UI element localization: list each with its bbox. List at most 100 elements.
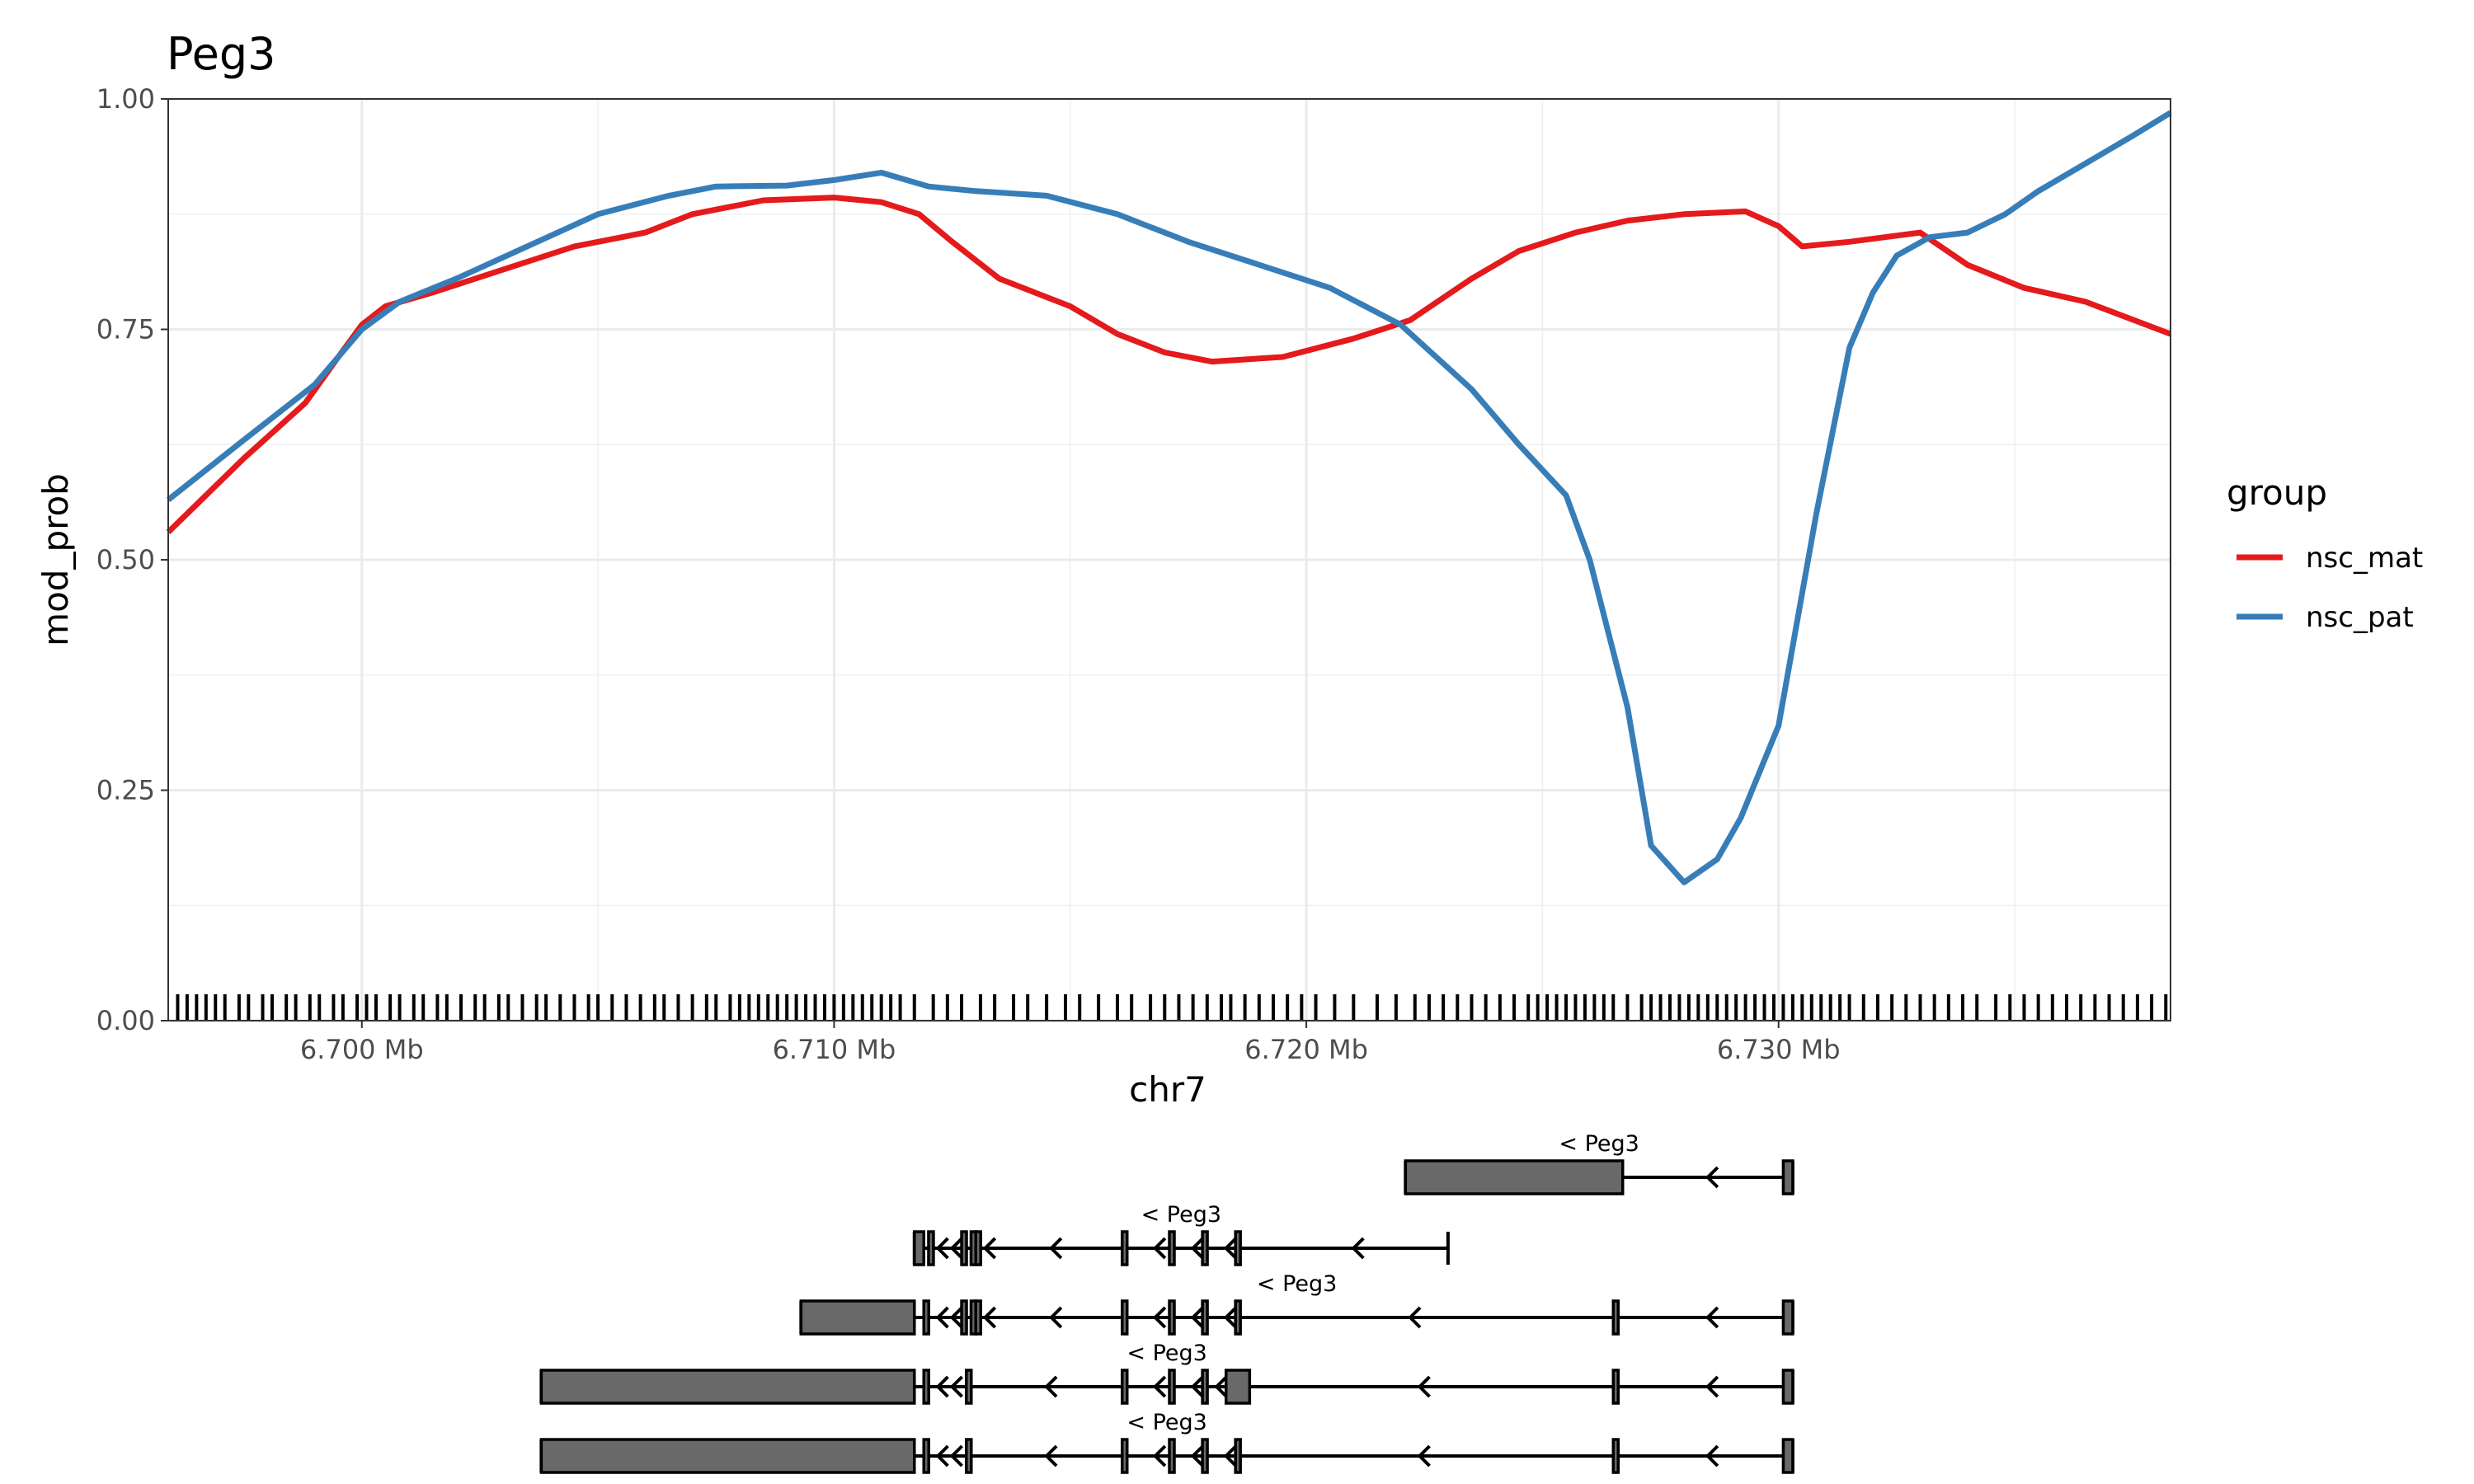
strand-arrow bbox=[935, 1444, 949, 1468]
exon-block bbox=[1120, 1369, 1129, 1405]
exon-block bbox=[1201, 1369, 1209, 1405]
gene-label: < Peg3 bbox=[1141, 1202, 1221, 1228]
exon-block bbox=[1224, 1369, 1252, 1405]
strand-arrow bbox=[1190, 1375, 1205, 1398]
exon-block bbox=[922, 1369, 930, 1405]
gene-label: < Peg3 bbox=[1257, 1271, 1337, 1297]
exon-block bbox=[1781, 1159, 1794, 1195]
exon-block bbox=[965, 1369, 973, 1405]
exon-block bbox=[1168, 1438, 1176, 1474]
strand-arrow bbox=[1190, 1306, 1205, 1329]
plot-panel bbox=[166, 97, 2172, 1022]
y-tick-label: 1.00 bbox=[96, 83, 155, 115]
strand-arrow bbox=[982, 1306, 997, 1329]
x-tick-label: 6.700 Mb bbox=[300, 1034, 424, 1065]
exon-block bbox=[1781, 1369, 1794, 1405]
exon-block bbox=[974, 1230, 982, 1266]
exon-block bbox=[1234, 1299, 1242, 1336]
exon-block bbox=[965, 1438, 973, 1474]
strand-arrow bbox=[1152, 1375, 1167, 1398]
exon-block bbox=[539, 1369, 916, 1405]
exon-block bbox=[1234, 1438, 1242, 1474]
y-tick-label: 0.00 bbox=[96, 1005, 155, 1036]
strand-arrow bbox=[949, 1237, 963, 1260]
exon-block bbox=[1611, 1369, 1620, 1405]
y-axis-title: mod_prob bbox=[35, 473, 76, 646]
series-line-nsc-mat bbox=[166, 195, 2172, 535]
exon-block bbox=[1611, 1438, 1620, 1474]
strand-arrow bbox=[1049, 1306, 1063, 1329]
strand-arrow bbox=[949, 1375, 963, 1398]
strand-arrow bbox=[1417, 1444, 1431, 1468]
exon-block bbox=[960, 1299, 968, 1336]
transcript-row: < Peg3 bbox=[539, 1410, 1794, 1474]
x-tick-label: 6.710 Mb bbox=[773, 1034, 896, 1065]
exon-block bbox=[1611, 1299, 1620, 1336]
exon-block bbox=[1168, 1230, 1176, 1266]
strand-arrow bbox=[1152, 1306, 1167, 1329]
exon-block bbox=[960, 1230, 968, 1266]
transcript-row: < Peg3 bbox=[1404, 1131, 1794, 1195]
y-axis: 0.00 0.25 0.50 0.75 1.00 bbox=[96, 83, 168, 1036]
strand-arrow bbox=[935, 1237, 949, 1260]
gene-label: < Peg3 bbox=[1126, 1341, 1206, 1366]
transcript-row: < Peg3 bbox=[799, 1271, 1794, 1336]
strand-arrow bbox=[949, 1306, 963, 1329]
strand-arrow bbox=[949, 1444, 963, 1468]
series-lines bbox=[166, 110, 2172, 885]
strand-arrow bbox=[1705, 1375, 1719, 1398]
y-tick-label: 0.25 bbox=[96, 775, 155, 806]
strand-arrow bbox=[1190, 1237, 1205, 1260]
grid-minor bbox=[168, 99, 2171, 1021]
strand-arrow bbox=[1705, 1444, 1719, 1468]
plot-title: Peg3 bbox=[167, 28, 276, 80]
strand-arrow bbox=[1044, 1444, 1058, 1468]
exon-block bbox=[927, 1230, 935, 1266]
exon-block bbox=[1404, 1159, 1625, 1195]
strand-arrow bbox=[1705, 1306, 1719, 1329]
strand-arrow bbox=[1223, 1306, 1238, 1329]
exon-block bbox=[1120, 1230, 1129, 1266]
strand-arrow bbox=[935, 1375, 949, 1398]
exon-block bbox=[1781, 1299, 1794, 1336]
strand-arrow bbox=[1223, 1444, 1238, 1468]
strand-arrow bbox=[982, 1237, 997, 1260]
exon-block bbox=[1201, 1230, 1209, 1266]
y-tick-label: 0.50 bbox=[96, 544, 155, 575]
x-tick-label: 6.720 Mb bbox=[1244, 1034, 1368, 1065]
exon-block bbox=[1168, 1369, 1176, 1405]
strand-arrow bbox=[1417, 1375, 1431, 1398]
gene-track: < Peg3 < Peg3 < Peg3 < Peg3 < Peg3 bbox=[539, 1131, 1794, 1474]
exon-block bbox=[922, 1299, 930, 1336]
rug-marks bbox=[176, 994, 2168, 1021]
strand-arrow bbox=[1049, 1237, 1063, 1260]
legend-label-nsc-mat: nsc_mat bbox=[2306, 542, 2423, 575]
exon-block bbox=[1120, 1438, 1129, 1474]
exon-block bbox=[1168, 1299, 1176, 1336]
strand-arrow bbox=[1214, 1375, 1228, 1398]
legend-label-nsc-pat: nsc_pat bbox=[2306, 601, 2414, 634]
exon-block bbox=[1120, 1299, 1129, 1336]
exon-block bbox=[1234, 1230, 1242, 1266]
gene-label: < Peg3 bbox=[1559, 1131, 1639, 1157]
strand-arrow bbox=[1152, 1237, 1167, 1260]
exon-block bbox=[922, 1438, 930, 1474]
strand-arrow bbox=[1408, 1306, 1422, 1329]
series-line-nsc-pat bbox=[166, 110, 2172, 885]
legend-title: group bbox=[2227, 472, 2327, 513]
strand-arrow bbox=[935, 1306, 949, 1329]
strand-arrow bbox=[1044, 1375, 1058, 1398]
exon-block bbox=[799, 1299, 916, 1336]
strand-arrow bbox=[1152, 1444, 1167, 1468]
strand-arrow bbox=[1190, 1444, 1205, 1468]
strand-arrow bbox=[1351, 1237, 1365, 1260]
exon-block bbox=[539, 1438, 916, 1474]
exon-block bbox=[1201, 1299, 1209, 1336]
transcript-row: < Peg3 bbox=[539, 1341, 1794, 1405]
x-axis: 6.700 Mb 6.710 Mb 6.720 Mb 6.730 Mb bbox=[300, 1021, 1841, 1065]
x-axis-title: chr7 bbox=[1129, 1069, 1206, 1110]
y-tick-label: 0.75 bbox=[96, 314, 155, 345]
legend-item-nsc-pat: nsc_pat bbox=[2236, 601, 2414, 634]
gene-label: < Peg3 bbox=[1126, 1410, 1206, 1435]
